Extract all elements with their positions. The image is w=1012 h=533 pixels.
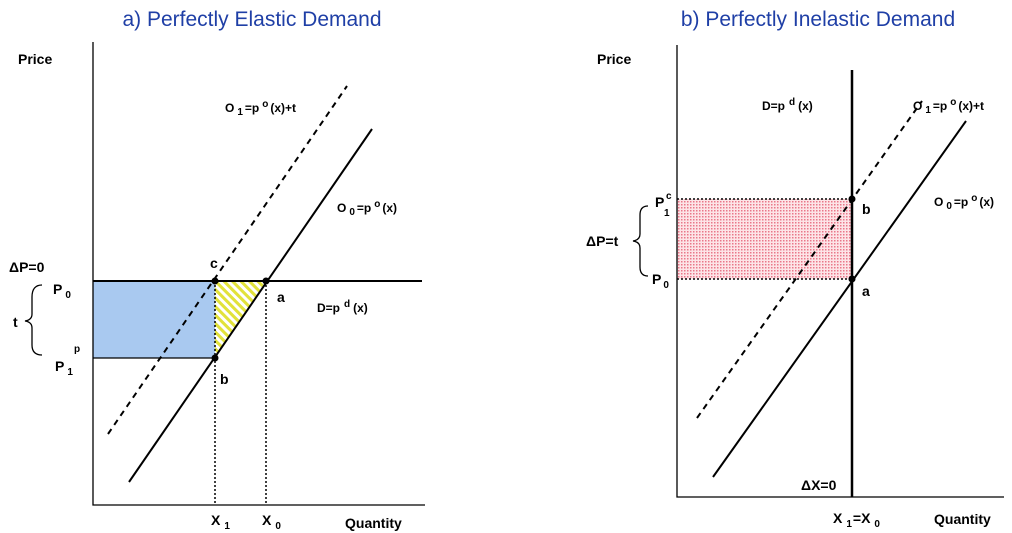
supply-curve-o0-b bbox=[712, 120, 967, 478]
delta-p-t-label: ΔP=t bbox=[586, 233, 619, 249]
x-equal-label: X 1=X 0 bbox=[833, 510, 880, 530]
point-a-b bbox=[848, 275, 856, 283]
delta-p-zero-label: ΔP=0 bbox=[9, 259, 45, 275]
supply-curve-o1-dashed-b bbox=[696, 100, 923, 419]
supply-curve-o1-dashed bbox=[107, 85, 348, 435]
panel-b-x-axis-label: Quantity bbox=[934, 511, 991, 527]
supply-curve-o0 bbox=[128, 128, 373, 483]
panel-a-axes bbox=[92, 42, 425, 506]
point-b bbox=[211, 354, 219, 362]
point-b-b bbox=[848, 195, 856, 203]
point-c bbox=[211, 277, 219, 285]
demand-label-a: D=p d (x) bbox=[317, 299, 368, 315]
pc-superscript: c bbox=[666, 191, 672, 202]
tax-revenue-area bbox=[93, 281, 215, 358]
pc-subscript: 1 bbox=[664, 208, 670, 219]
panel-a-y-axis-label: Price bbox=[18, 51, 52, 67]
t-label: t bbox=[13, 314, 18, 330]
point-a-label: a bbox=[277, 289, 285, 305]
point-c-label: c bbox=[210, 255, 218, 271]
panel-b-axes bbox=[676, 45, 1004, 498]
dp-brace bbox=[632, 205, 649, 277]
consumer-burden-area bbox=[677, 199, 852, 279]
demand-label-b: D=p d (x) bbox=[762, 97, 813, 113]
o1-label-b: O 1 =p o (x)+t bbox=[913, 97, 984, 116]
point-b-label: b bbox=[220, 371, 229, 387]
panel-a-title: a) Perfectly Elastic Demand bbox=[122, 8, 381, 31]
point-a bbox=[262, 277, 270, 285]
o1-label: O 1 =p o (x)+t bbox=[225, 99, 296, 118]
panel-a-x-axis-label: Quantity bbox=[345, 515, 402, 531]
pc-label: P bbox=[655, 194, 664, 210]
o0-label-b: O 0 =p o (x) bbox=[934, 193, 994, 212]
point-a-label-b: a bbox=[862, 283, 870, 299]
panel-a: a) Perfectly Elastic Demand Price Quanti… bbox=[9, 8, 425, 532]
panel-b-y-axis-label: Price bbox=[597, 51, 631, 67]
panel-b-title: b) Perfectly Inelastic Demand bbox=[681, 8, 955, 31]
t-brace bbox=[24, 284, 43, 356]
o0-label: O 0 =p o (x) bbox=[337, 199, 397, 218]
point-b-label-b: b bbox=[862, 201, 871, 217]
panel-b: b) Perfectly Inelastic Demand Price Quan… bbox=[586, 8, 1004, 530]
p1-superscript: p bbox=[74, 344, 80, 355]
delta-x-zero-label: ΔX=0 bbox=[801, 477, 837, 493]
